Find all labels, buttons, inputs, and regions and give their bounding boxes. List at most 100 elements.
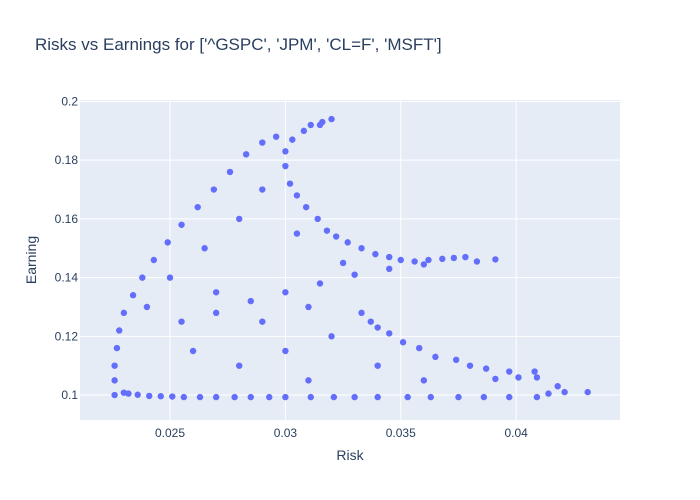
data-point: [201, 245, 208, 252]
data-point: [166, 274, 174, 281]
data-point: [367, 318, 374, 325]
data-point: [180, 393, 188, 401]
data-point: [328, 115, 335, 123]
data-point: [302, 203, 310, 211]
data-point: [300, 127, 308, 135]
data-point: [372, 250, 379, 258]
data-point: [323, 227, 331, 234]
data-point: [358, 245, 365, 252]
data-point: [210, 186, 218, 193]
data-point: [111, 377, 118, 384]
y-tick-label: 0.12: [55, 329, 79, 343]
data-point: [134, 391, 141, 398]
data-point: [242, 151, 250, 158]
data-point: [282, 289, 289, 296]
data-point: [399, 339, 407, 346]
data-point: [282, 393, 289, 401]
data-points: [111, 115, 591, 401]
data-point: [282, 347, 289, 355]
data-point: [506, 368, 513, 375]
data-point: [420, 377, 428, 384]
data-point: [231, 393, 238, 401]
data-point: [196, 393, 204, 401]
data-point: [455, 393, 462, 401]
data-point: [492, 375, 499, 383]
data-point: [482, 365, 490, 372]
data-point: [584, 388, 591, 396]
data-point: [307, 393, 314, 401]
data-point: [259, 186, 266, 193]
y-tick-label: 0.14: [55, 271, 79, 285]
data-point: [212, 289, 220, 296]
data-point: [411, 258, 418, 265]
data-point: [212, 393, 220, 401]
data-point: [286, 180, 294, 187]
x-tick-label: 0.03: [274, 426, 298, 440]
data-point: [129, 292, 137, 299]
data-point: [305, 303, 312, 311]
data-point: [404, 393, 411, 401]
data-point: [247, 393, 254, 401]
y-tick-label: 0.16: [55, 212, 79, 226]
data-point: [282, 148, 289, 155]
data-point: [111, 391, 118, 399]
data-point: [272, 133, 280, 140]
data-point: [330, 393, 338, 401]
data-point: [113, 344, 121, 352]
y-tick-label: 0.2: [61, 94, 78, 108]
data-point: [314, 215, 321, 223]
data-point: [545, 390, 552, 397]
plot-area-background: [80, 100, 620, 420]
data-point: [116, 327, 123, 334]
data-point: [397, 256, 404, 264]
data-point: [425, 256, 432, 264]
data-point: [554, 383, 561, 390]
data-point: [452, 356, 460, 364]
x-tick-label: 0.04: [504, 426, 528, 440]
data-point: [480, 393, 488, 401]
y-tick-label: 0.18: [55, 153, 79, 167]
data-point: [319, 118, 326, 126]
data-point: [344, 239, 351, 246]
data-point: [351, 393, 358, 401]
data-point: [531, 368, 538, 375]
data-point: [358, 309, 365, 317]
data-point: [169, 393, 176, 400]
data-point: [374, 324, 381, 331]
data-point: [143, 303, 151, 311]
data-point: [462, 253, 469, 261]
data-point: [386, 265, 393, 273]
data-point: [247, 297, 254, 305]
data-point: [164, 239, 171, 246]
data-point: [533, 374, 541, 381]
data-point: [439, 255, 446, 263]
axis-ticks: 0.025 0.03 0.035 0.04 0.1 0.12 0.14 0.16 0.18 0.2: [55, 94, 529, 440]
data-point: [386, 253, 393, 261]
data-point: [374, 362, 381, 369]
data-point: [212, 309, 220, 317]
data-point: [289, 136, 296, 143]
chart-title: Risks vs Earnings for ['^GSPC', 'JPM', '…: [35, 35, 442, 54]
x-tick-label: 0.025: [155, 426, 185, 440]
data-point: [305, 377, 312, 384]
data-point: [515, 374, 522, 381]
data-point: [120, 309, 128, 317]
data-point: [561, 388, 568, 396]
data-point: [416, 344, 423, 352]
y-tick-label: 0.1: [61, 388, 78, 402]
data-point: [307, 121, 314, 129]
data-point: [189, 347, 197, 355]
data-point: [374, 393, 381, 401]
data-point: [351, 271, 358, 278]
data-point: [259, 139, 266, 146]
data-point: [420, 261, 428, 268]
data-point: [146, 392, 153, 400]
data-point: [266, 393, 273, 401]
data-point: [492, 256, 499, 263]
data-point: [328, 333, 335, 340]
data-point: [450, 254, 458, 262]
x-tick-label: 0.035: [386, 426, 416, 440]
data-point: [111, 362, 118, 369]
data-point: [432, 353, 439, 361]
data-point: [178, 221, 185, 228]
